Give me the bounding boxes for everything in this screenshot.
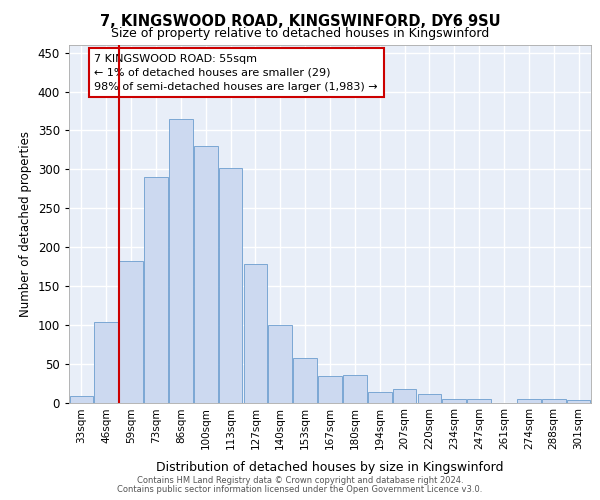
- Bar: [244, 264, 267, 402]
- Bar: [144, 177, 168, 402]
- Y-axis label: Number of detached properties: Number of detached properties: [19, 130, 32, 317]
- Bar: [318, 376, 342, 402]
- Bar: [219, 168, 242, 402]
- Bar: [70, 396, 93, 402]
- Text: Size of property relative to detached houses in Kingswinford: Size of property relative to detached ho…: [111, 28, 489, 40]
- Bar: [467, 398, 491, 402]
- Bar: [119, 261, 143, 402]
- Bar: [418, 394, 441, 402]
- Bar: [94, 322, 118, 402]
- Bar: [393, 388, 416, 402]
- X-axis label: Distribution of detached houses by size in Kingswinford: Distribution of detached houses by size …: [156, 460, 504, 473]
- Bar: [542, 400, 566, 402]
- Bar: [194, 146, 218, 403]
- Text: Contains public sector information licensed under the Open Government Licence v3: Contains public sector information licen…: [118, 484, 482, 494]
- Text: 7 KINGSWOOD ROAD: 55sqm
← 1% of detached houses are smaller (29)
98% of semi-det: 7 KINGSWOOD ROAD: 55sqm ← 1% of detached…: [94, 54, 378, 92]
- Bar: [368, 392, 392, 402]
- Bar: [517, 398, 541, 402]
- Text: 7, KINGSWOOD ROAD, KINGSWINFORD, DY6 9SU: 7, KINGSWOOD ROAD, KINGSWINFORD, DY6 9SU: [100, 14, 500, 29]
- Bar: [567, 400, 590, 402]
- Bar: [442, 398, 466, 402]
- Bar: [268, 325, 292, 402]
- Text: Contains HM Land Registry data © Crown copyright and database right 2024.: Contains HM Land Registry data © Crown c…: [137, 476, 463, 485]
- Bar: [293, 358, 317, 403]
- Bar: [169, 119, 193, 403]
- Bar: [343, 374, 367, 402]
